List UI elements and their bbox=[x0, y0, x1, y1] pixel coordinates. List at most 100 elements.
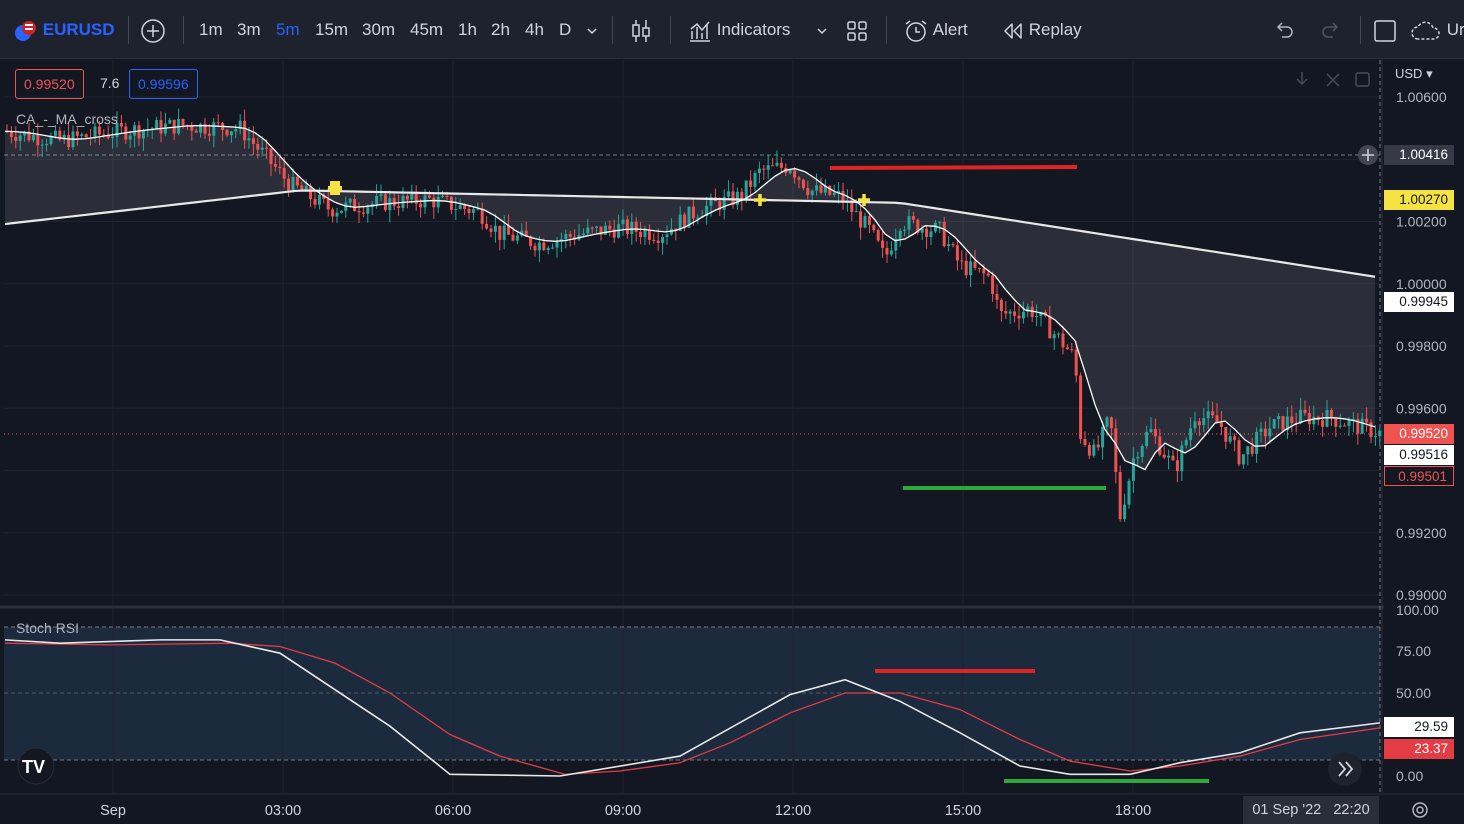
candle-body bbox=[489, 228, 493, 232]
candle-body bbox=[590, 227, 594, 229]
tradingview-logo[interactable] bbox=[17, 747, 55, 785]
currency-selector[interactable]: USD ▾ bbox=[1395, 66, 1433, 81]
candle-body bbox=[1026, 306, 1030, 312]
candle-body bbox=[1303, 409, 1307, 414]
candle-body bbox=[749, 180, 753, 187]
pane-settings-icon[interactable] bbox=[1355, 72, 1370, 87]
candle-body bbox=[1268, 428, 1272, 437]
candle-body bbox=[753, 173, 757, 187]
chart-type-button[interactable] bbox=[629, 14, 653, 46]
candle-body bbox=[546, 248, 550, 251]
candle-body bbox=[1171, 455, 1175, 461]
compare-symbol-button[interactable] bbox=[140, 14, 166, 46]
replay-button[interactable]: Replay bbox=[1002, 14, 1082, 46]
symbol-button[interactable]: EURUSD bbox=[14, 14, 115, 46]
candle-body bbox=[155, 120, 159, 129]
pane-controls[interactable] bbox=[1296, 72, 1370, 87]
timeframe-d[interactable]: D bbox=[559, 20, 572, 39]
bid-price-box[interactable]: 0.99520 bbox=[15, 69, 84, 99]
candle-body bbox=[788, 170, 792, 173]
candle-body bbox=[1356, 419, 1360, 434]
candle-body bbox=[766, 165, 770, 170]
save-cloud-button[interactable]: Ur bbox=[1410, 14, 1464, 46]
candle-body bbox=[850, 200, 854, 212]
price-tick-label: 0.99000 bbox=[1396, 587, 1447, 603]
candle-body bbox=[1228, 436, 1232, 442]
bid-low-price-label: 0.99501 bbox=[1384, 466, 1454, 486]
timeframe-45m[interactable]: 45m bbox=[410, 20, 444, 39]
candle-body bbox=[964, 260, 968, 276]
layout-button[interactable] bbox=[1373, 14, 1397, 46]
candle-body bbox=[1277, 416, 1281, 420]
timeframe-3m[interactable]: 3m bbox=[237, 20, 261, 39]
candle-body bbox=[265, 147, 269, 149]
candle-body bbox=[1162, 454, 1166, 458]
candle-body bbox=[392, 198, 396, 207]
indicators-label: Indicators bbox=[716, 20, 791, 39]
timeframe-2h[interactable]: 2h bbox=[491, 20, 510, 39]
templates-button[interactable] bbox=[846, 14, 868, 46]
candle-body bbox=[740, 191, 744, 200]
timeframe-15m[interactable]: 15m bbox=[315, 20, 349, 39]
timeframe-1h[interactable]: 1h bbox=[458, 20, 477, 39]
candle-body bbox=[1246, 446, 1250, 455]
candle-body bbox=[379, 194, 383, 197]
candle-body bbox=[718, 201, 722, 210]
arrow-down-icon[interactable] bbox=[1296, 72, 1308, 85]
candle-body bbox=[1123, 504, 1127, 520]
candle-body bbox=[397, 206, 401, 209]
rewind-icon bbox=[1004, 22, 1022, 39]
candle-body bbox=[863, 216, 867, 228]
candle-body bbox=[1206, 411, 1210, 419]
candle-body bbox=[898, 230, 902, 239]
candle-body bbox=[727, 191, 731, 197]
candle-body bbox=[1255, 431, 1259, 454]
timeframe-1m[interactable]: 1m bbox=[199, 20, 223, 39]
ma-cross-indicator-title[interactable]: CA_-_MA_cross bbox=[16, 111, 118, 127]
candle-body bbox=[480, 208, 484, 224]
stoch-rsi-title[interactable]: Stoch RSI bbox=[16, 620, 80, 636]
candle-body bbox=[581, 233, 585, 235]
candle-body bbox=[1360, 418, 1364, 434]
candle-body bbox=[27, 131, 31, 141]
candle-body bbox=[1290, 416, 1294, 423]
slow-ma-price-label: 0.99945 bbox=[1384, 292, 1454, 312]
ask-price-box[interactable]: 0.99596 bbox=[129, 69, 198, 99]
timeframe-dropdown[interactable] bbox=[585, 14, 599, 46]
candle-body bbox=[1087, 444, 1091, 456]
candle-body bbox=[1079, 375, 1083, 439]
candle-body bbox=[1299, 409, 1303, 424]
osc-axis-ticks: 100.00 75.00 50.00 0.00 bbox=[1396, 602, 1439, 784]
undo-button[interactable] bbox=[1273, 14, 1295, 46]
candle-body bbox=[1378, 430, 1382, 437]
alert-button[interactable]: Alert bbox=[903, 14, 968, 46]
candle-body bbox=[1334, 418, 1338, 427]
time-tick-label: 09:00 bbox=[605, 803, 641, 819]
candle-body bbox=[656, 240, 660, 243]
replay-label: Replay bbox=[1028, 20, 1082, 39]
candle-body bbox=[1285, 416, 1289, 431]
candle-body bbox=[375, 196, 379, 204]
candle-body bbox=[999, 299, 1003, 312]
timeframe-5m[interactable]: 5m bbox=[276, 20, 300, 39]
candle-body bbox=[102, 134, 106, 136]
candle-body bbox=[630, 221, 634, 234]
candle-body bbox=[467, 209, 471, 213]
candle-body bbox=[238, 120, 242, 130]
candle-body bbox=[1180, 445, 1184, 472]
redo-button[interactable] bbox=[1320, 14, 1342, 46]
chevron-down-icon bbox=[817, 27, 827, 34]
candle-body bbox=[1167, 455, 1171, 458]
candle-body bbox=[1224, 426, 1228, 442]
timeframe-30m[interactable]: 30m bbox=[362, 20, 396, 39]
cloud-icon bbox=[1411, 21, 1440, 40]
indicators-dropdown[interactable] bbox=[815, 14, 829, 46]
price-pane-background[interactable] bbox=[4, 60, 1380, 606]
candle-body bbox=[1272, 419, 1276, 429]
indicators-button[interactable]: Indicators bbox=[688, 14, 790, 46]
settings-gear-icon[interactable] bbox=[1412, 802, 1428, 818]
timeframe-4h[interactable]: 4h bbox=[525, 20, 544, 39]
current-date: 01 Sep '22 bbox=[1252, 802, 1322, 818]
maximize-icon[interactable] bbox=[1326, 73, 1340, 87]
